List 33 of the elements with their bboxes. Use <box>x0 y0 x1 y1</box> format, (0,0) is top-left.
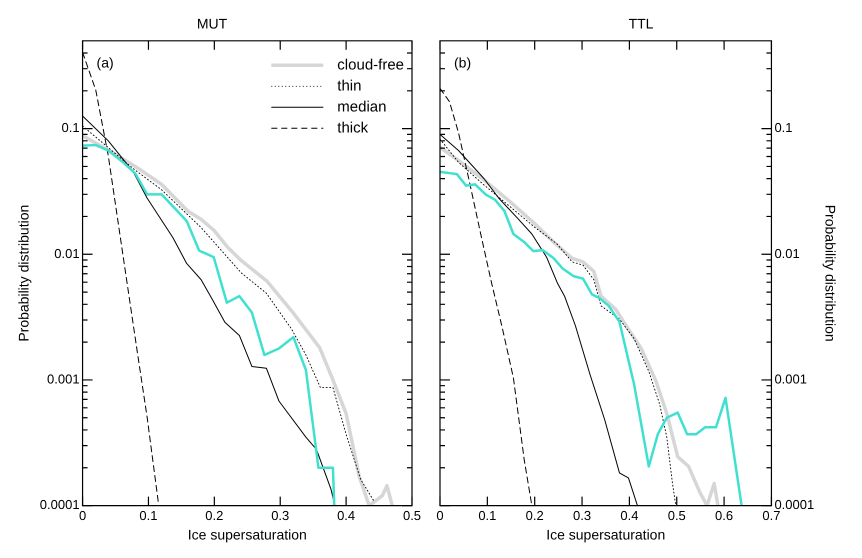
y-axis-title: Probability distribution <box>15 204 32 342</box>
x-tick-label: 0.1 <box>478 508 496 523</box>
x-tick-label: 0.3 <box>573 508 592 523</box>
x-tick-label: 0.4 <box>337 508 356 523</box>
x-axis-title: Ice supersaturation <box>188 526 307 542</box>
x-tick-label: 0.1 <box>139 508 158 523</box>
y-tick-label: 0.0001 <box>40 497 80 512</box>
y-tick-label: 0.001 <box>47 372 80 387</box>
y-tick-label: 0.1 <box>61 120 80 136</box>
annotation: (b) <box>454 54 472 71</box>
x-tick-label: 0 <box>436 508 444 523</box>
x-tick-label: 0 <box>78 508 86 523</box>
y2-tick-label: 0.0001 <box>774 497 814 512</box>
legend-label: cloud-free <box>337 56 404 74</box>
chart-title: TTL <box>628 15 654 32</box>
y2-tick-label: 0.01 <box>774 246 800 261</box>
legend-label: median <box>337 98 386 116</box>
legend-label: thin <box>337 77 362 94</box>
x-tick-label: 0.5 <box>402 508 422 523</box>
y2-axis-title: Probability distribution <box>822 204 839 342</box>
legend-label: thick <box>337 119 369 136</box>
chart-title: MUT <box>196 15 228 32</box>
x-tick-label: 0.2 <box>526 508 544 523</box>
y2-tick-label: 0.1 <box>774 120 793 136</box>
x-tick-label: 0.3 <box>271 508 290 523</box>
y2-tick-label: 0.001 <box>774 372 807 387</box>
x-tick-label: 0.5 <box>668 508 686 523</box>
y-tick-label: 0.01 <box>54 246 80 261</box>
x-axis-title: Ice supersaturation <box>546 526 666 542</box>
x-tick-label: 0.2 <box>205 508 224 523</box>
x-tick-label: 0.6 <box>715 508 734 523</box>
annotation: (a) <box>96 54 114 71</box>
x-tick-label: 0.4 <box>620 508 638 523</box>
